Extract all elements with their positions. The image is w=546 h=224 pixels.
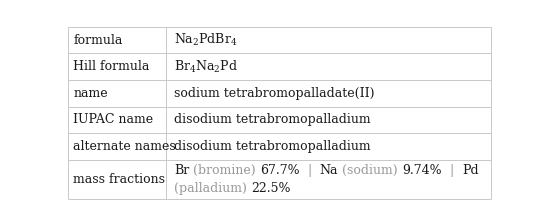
Text: 67.7%: 67.7% bbox=[260, 164, 300, 177]
Text: $\mathregular{Br_4Na_2Pd}$: $\mathregular{Br_4Na_2Pd}$ bbox=[174, 59, 238, 75]
Text: |: | bbox=[300, 164, 320, 177]
Text: name: name bbox=[73, 87, 108, 100]
Text: 22.5%: 22.5% bbox=[251, 182, 290, 195]
Text: Na: Na bbox=[320, 164, 339, 177]
Text: 9.74%: 9.74% bbox=[402, 164, 442, 177]
Text: |: | bbox=[442, 164, 462, 177]
Text: $\mathregular{Na_2PdBr_4}$: $\mathregular{Na_2PdBr_4}$ bbox=[174, 32, 238, 48]
Text: (sodium): (sodium) bbox=[339, 164, 402, 177]
Text: IUPAC name: IUPAC name bbox=[73, 113, 153, 126]
Text: Hill formula: Hill formula bbox=[73, 60, 150, 73]
Text: alternate names: alternate names bbox=[73, 140, 176, 153]
Text: (bromine): (bromine) bbox=[189, 164, 260, 177]
Text: mass fractions: mass fractions bbox=[73, 173, 165, 186]
Text: Br: Br bbox=[174, 164, 189, 177]
Text: formula: formula bbox=[73, 34, 123, 47]
Text: disodium tetrabromopalladium: disodium tetrabromopalladium bbox=[174, 113, 371, 126]
Text: sodium tetrabromopalladate(II): sodium tetrabromopalladate(II) bbox=[174, 87, 375, 100]
Text: (palladium): (palladium) bbox=[174, 182, 251, 195]
Text: Pd: Pd bbox=[462, 164, 478, 177]
Text: disodium tetrabromopalladium: disodium tetrabromopalladium bbox=[174, 140, 371, 153]
